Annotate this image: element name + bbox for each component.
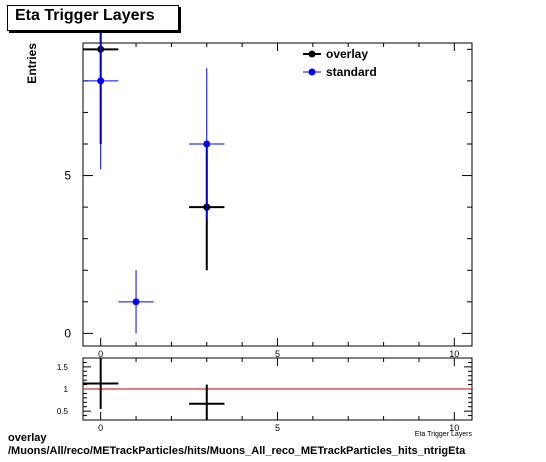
y-axis-label: Entries: [25, 43, 39, 84]
legend-marker-standard: [308, 68, 316, 76]
ratio-x-tick-label: 0: [98, 423, 103, 433]
main-point-marker: [132, 298, 140, 306]
ratio-y-tick-label: 1.5: [57, 363, 69, 372]
legend-marker-overlay: [308, 50, 316, 58]
chart-title: Eta Trigger Layers: [15, 7, 155, 24]
main-point-marker: [97, 77, 105, 85]
footer-line-2: /Muons/All/reco/METrackParticles/hits/Mu…: [8, 445, 466, 457]
legend-label-overlay: overlay: [326, 47, 368, 61]
footer-line-1: overlay: [8, 432, 47, 444]
main-point-marker: [203, 140, 211, 148]
main-y-tick-label: 0: [64, 326, 71, 340]
ratio-y-tick-label: 0.5: [57, 407, 69, 416]
x-axis-label: Eta Trigger Layers: [415, 431, 473, 438]
ratio-x-tick-label: 5: [275, 423, 280, 433]
footer-caption: overlay /Muons/All/reco/METrackParticles…: [8, 432, 465, 458]
ratio-x-tick-label: 10: [449, 423, 459, 433]
main-x-tick-label: 5: [275, 349, 280, 359]
chart-title-box: Eta Trigger Layers: [7, 5, 179, 31]
legend-label-standard: standard: [326, 65, 377, 79]
main-plot-frame: [82, 42, 473, 347]
ratio-y-tick-label: 1: [64, 385, 69, 394]
main-x-tick-label: 10: [449, 349, 459, 359]
main-y-tick-label: 5: [64, 169, 71, 183]
main-x-tick-label: 0: [98, 349, 103, 359]
